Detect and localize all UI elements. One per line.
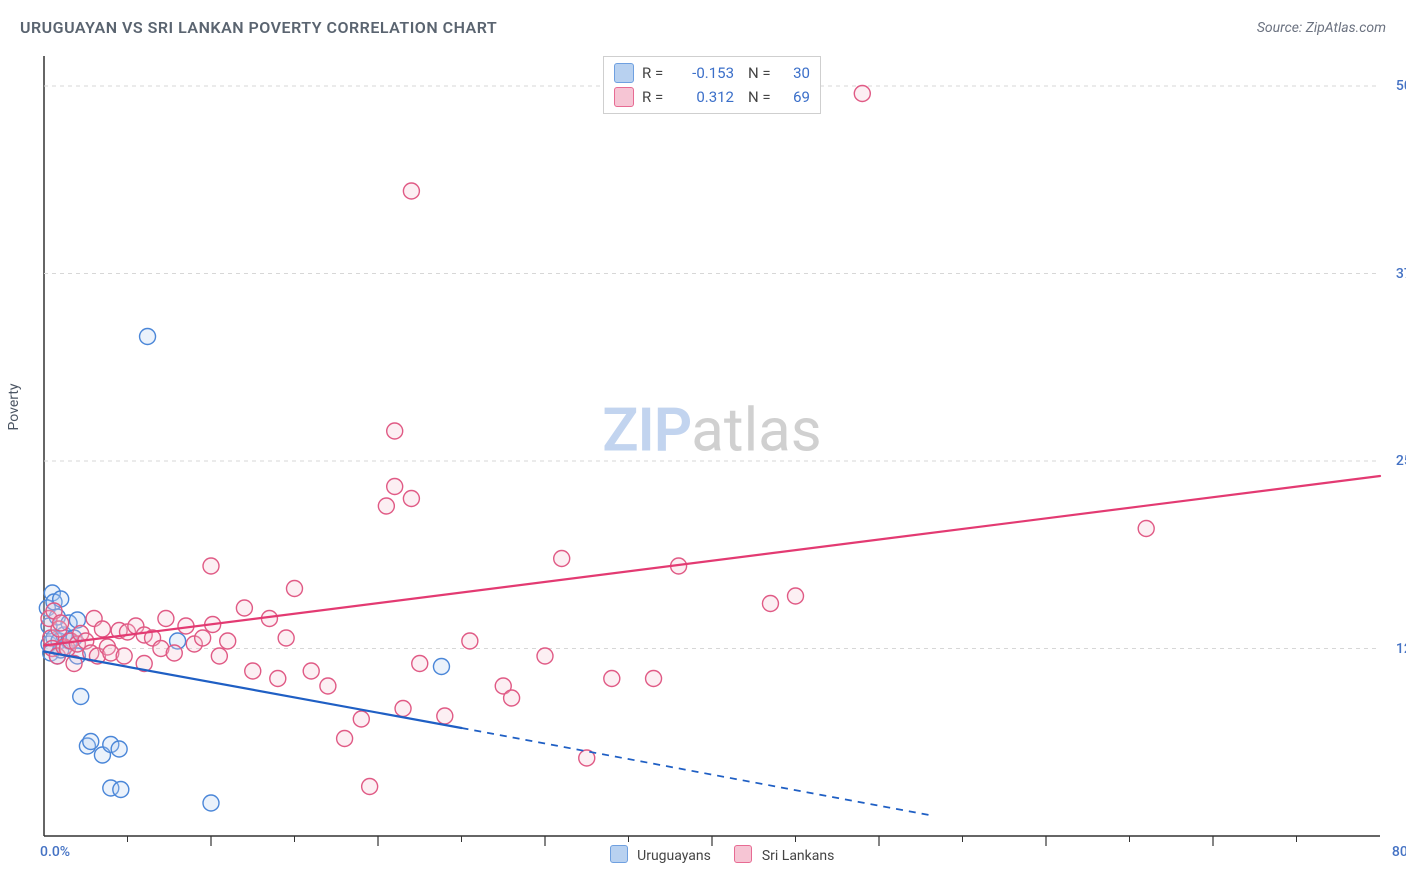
swatch-icon — [614, 63, 634, 83]
legend-row-uruguayans: R = -0.153 N = 30 — [614, 61, 810, 85]
series-legend: Uruguayans Sri Lankans — [44, 845, 1380, 864]
legend-row-srilankans: R = 0.312 N = 69 — [614, 85, 810, 109]
y-axis-label: Poverty — [6, 383, 22, 430]
swatch-icon — [734, 845, 752, 863]
y-tick-label: 50.0% — [1396, 78, 1406, 94]
swatch-icon — [614, 87, 634, 107]
swatch-icon — [610, 845, 628, 863]
scatter-plot — [44, 56, 1380, 836]
y-tick-label: 25.0% — [1396, 453, 1406, 469]
legend-label: Uruguayans — [637, 848, 711, 864]
plot-area: Poverty ZIPatlas R = -0.153 N = 30 R = 0… — [44, 56, 1380, 836]
y-tick-label: 12.5% — [1396, 641, 1406, 657]
source-label: Source: ZipAtlas.com — [1257, 20, 1386, 36]
legend-label: Sri Lankans — [762, 848, 835, 864]
correlation-legend: R = -0.153 N = 30 R = 0.312 N = 69 — [603, 56, 821, 114]
chart-title: URUGUAYAN VS SRI LANKAN POVERTY CORRELAT… — [20, 18, 497, 37]
x-max-label: 80.0% — [1392, 844, 1406, 860]
y-tick-label: 37.5% — [1396, 266, 1406, 282]
